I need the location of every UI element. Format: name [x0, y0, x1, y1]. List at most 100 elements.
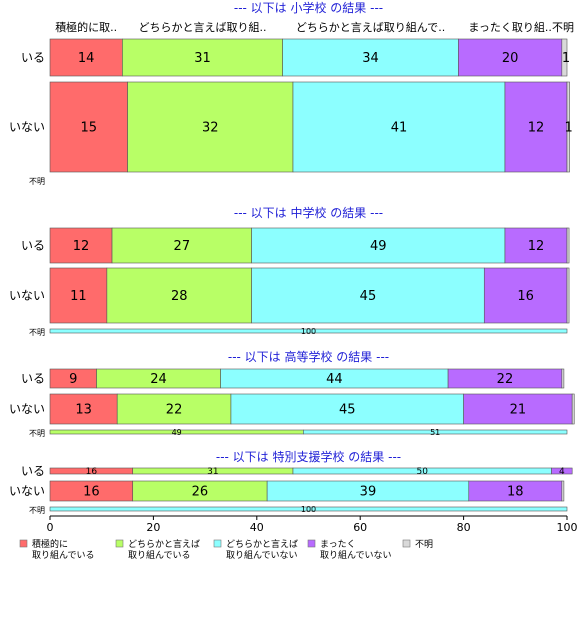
column-header: 不明: [552, 21, 574, 34]
data-label: 1: [564, 121, 572, 136]
legend-swatch: [307, 539, 316, 548]
bar-segment: [106, 267, 252, 324]
bar-segment: [230, 393, 464, 425]
bar-segment: [251, 267, 485, 324]
column-header: どちらかと言えば取り組んで..: [296, 21, 445, 34]
x-tick-label: 100: [557, 521, 578, 534]
panel-title: --- 以下は 特別支援学校 の結果 ---: [216, 449, 401, 464]
bar-segment: [561, 480, 565, 502]
row-label: いる: [21, 464, 45, 478]
x-tick-label: 80: [457, 521, 471, 534]
data-label: 12: [73, 239, 90, 254]
data-label: 11: [70, 289, 87, 304]
data-label: 44: [326, 372, 343, 387]
data-label: 51: [430, 428, 440, 437]
bar-segment: [49, 393, 118, 425]
data-label: 22: [166, 403, 183, 418]
data-label: 45: [339, 403, 356, 418]
data-label: 31: [207, 467, 218, 477]
data-label: 100: [301, 505, 316, 514]
legend-swatch: [19, 539, 28, 548]
x-tick-label: 60: [353, 521, 367, 534]
row-label: いない: [9, 120, 45, 134]
x-tick-label: 20: [146, 521, 160, 534]
bar-segment: [282, 38, 459, 77]
legend-label: まったく: [320, 539, 356, 550]
panel-title: --- 以下は 中学校 の結果 ---: [234, 205, 383, 220]
column-header: まったく取り組..: [468, 21, 552, 34]
data-label: 41: [391, 121, 408, 136]
bar-segment: [566, 227, 570, 264]
data-label: 22: [497, 372, 514, 387]
bar-segment: [49, 227, 113, 264]
row-label: 不明: [29, 177, 45, 186]
data-label: 39: [360, 485, 377, 500]
row-label: いない: [9, 402, 45, 416]
bar-segment: [551, 467, 573, 475]
row-label: いる: [21, 51, 45, 65]
bar-segment: [561, 38, 568, 77]
data-label: 1: [562, 51, 570, 66]
bar-segment: [561, 368, 565, 389]
bar-segment: [116, 393, 232, 425]
x-tick-label: 0: [47, 521, 54, 534]
bar-segment: [49, 328, 568, 334]
bar-segment: [463, 393, 573, 425]
data-label: 100: [301, 327, 316, 336]
bar-segment: [504, 227, 568, 264]
data-label: 27: [174, 239, 191, 254]
legend-label: 不明: [415, 539, 433, 550]
bar-segment: [122, 38, 283, 77]
data-label: 16: [86, 467, 98, 477]
data-label: 20: [502, 51, 519, 66]
legend-label: 取り組んでいる: [128, 549, 191, 561]
data-label: 34: [362, 51, 379, 66]
column-header: 積極的に取..: [55, 20, 117, 34]
data-label: 15: [81, 121, 98, 136]
bar-segment: [483, 267, 568, 324]
legend-label: 取り組んでいない: [320, 549, 392, 561]
row-label: 不明: [29, 429, 45, 438]
legend-label: 取り組んでいない: [226, 549, 298, 561]
x-tick-label: 40: [250, 521, 264, 534]
bar-segment: [566, 267, 570, 324]
data-label: 28: [171, 289, 188, 304]
bar-segment: [458, 38, 563, 77]
legend-label: どちらかと言えば: [226, 538, 298, 550]
data-label: 4: [559, 467, 565, 477]
data-label: 18: [507, 485, 524, 500]
row-label: 不明: [29, 328, 45, 337]
data-label: 12: [528, 239, 545, 254]
row-label: 不明: [29, 506, 45, 515]
data-label: 24: [150, 372, 167, 387]
legend-swatch: [115, 539, 124, 548]
data-label: 45: [360, 289, 377, 304]
row-label: いない: [9, 484, 45, 498]
data-label: 9: [69, 372, 77, 387]
row-label: いない: [9, 289, 45, 303]
bar-segment: [303, 429, 568, 435]
row-label: いる: [21, 372, 45, 386]
bar-segment: [49, 81, 128, 173]
bar-segment: [49, 267, 108, 324]
bar-segment: [49, 506, 568, 512]
bar-segment: [111, 227, 252, 264]
data-label: 49: [370, 239, 387, 254]
column-header: どちらかと言えば取り組..: [139, 21, 267, 34]
data-label: 16: [83, 485, 100, 500]
legend-label: 積極的に: [32, 538, 68, 550]
legend-label: どちらかと言えば: [128, 538, 200, 550]
data-label: 26: [192, 485, 209, 500]
bar-segment: [49, 38, 123, 77]
bar-segment: [504, 81, 568, 173]
legend-label: 取り組んでいる: [32, 549, 95, 561]
data-label: 21: [510, 403, 527, 418]
data-label: 14: [78, 51, 95, 66]
data-label: 12: [528, 121, 545, 136]
panel-title: --- 以下は 高等学校 の結果 ---: [228, 349, 389, 364]
legend-swatch: [402, 539, 411, 548]
legend-swatch: [213, 539, 222, 548]
panel-title: --- 以下は 小学校 の結果 ---: [234, 0, 383, 15]
row-label: いる: [21, 239, 45, 253]
